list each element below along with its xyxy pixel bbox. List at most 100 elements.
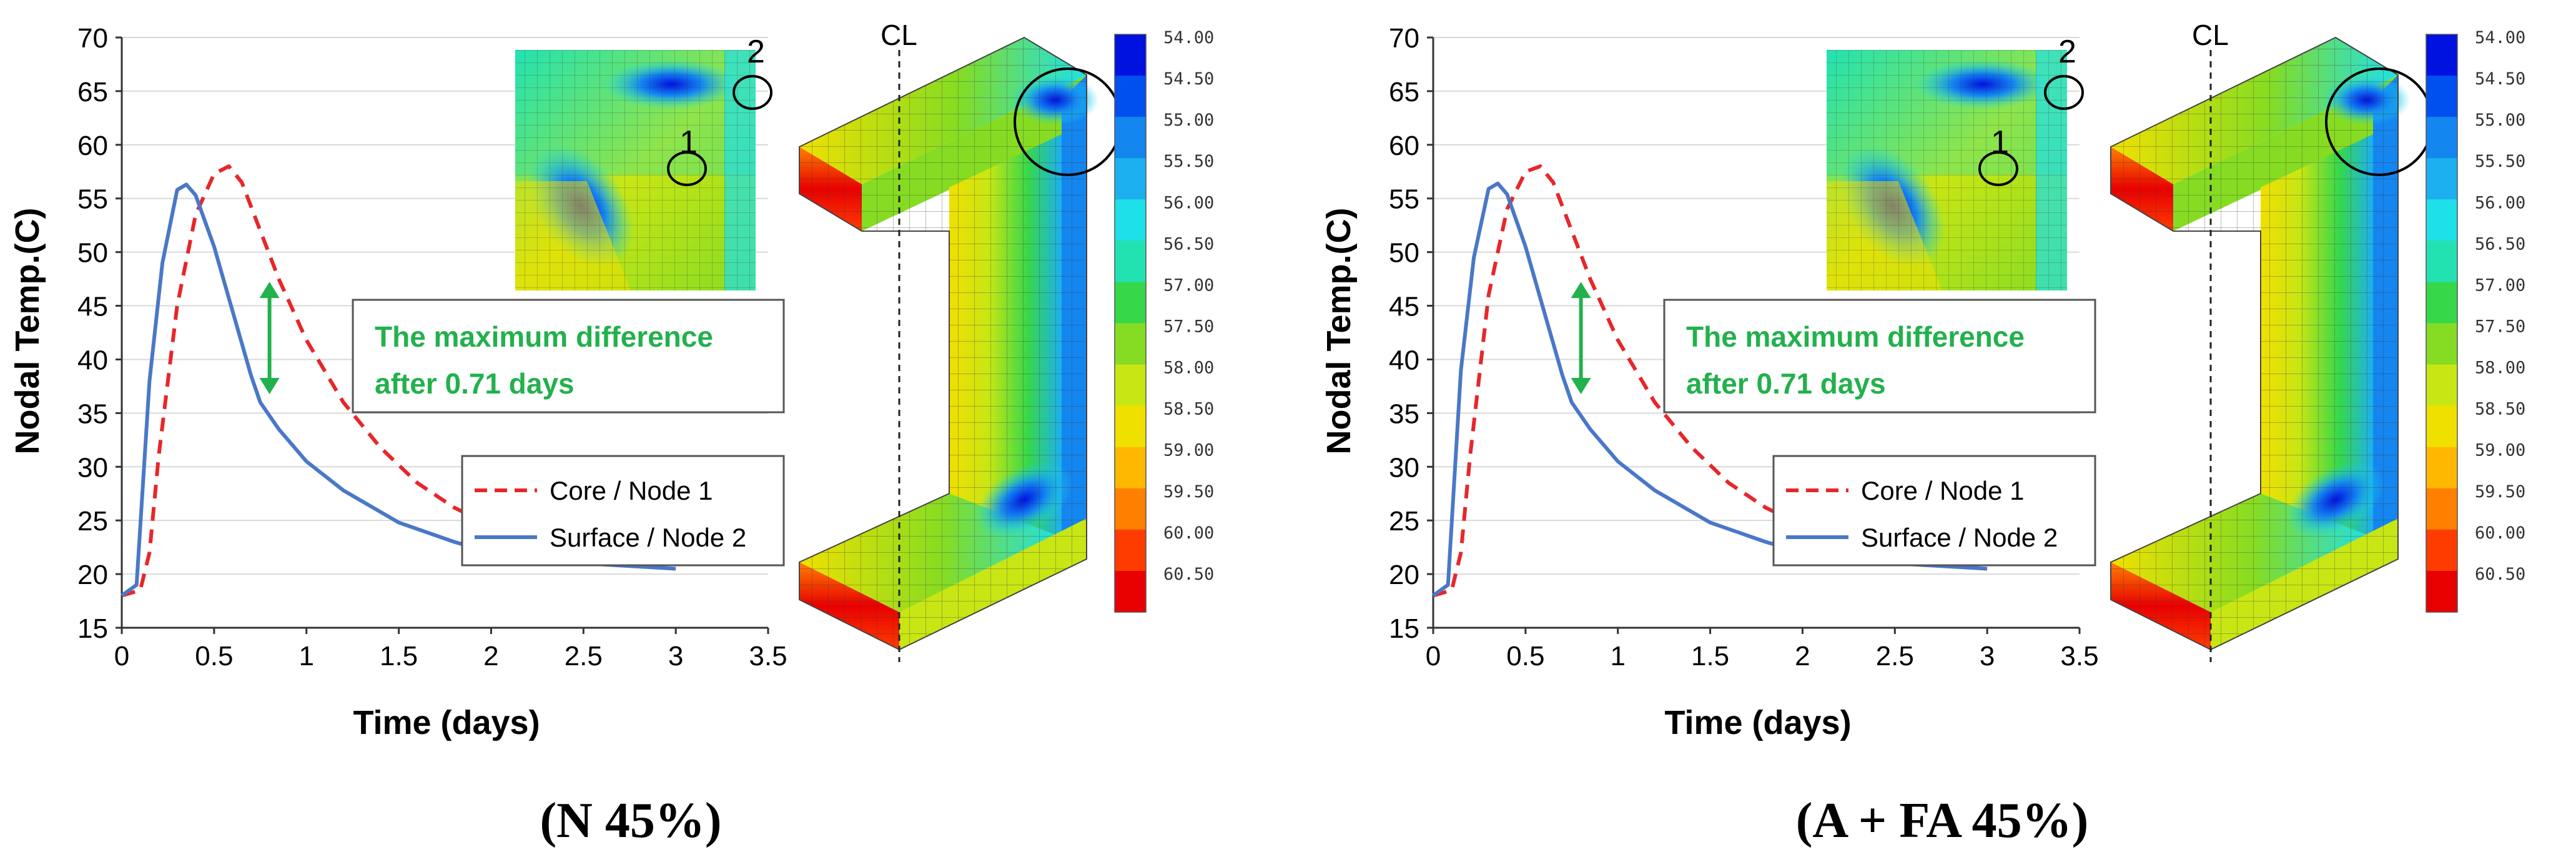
y-tick-label: 35 bbox=[77, 399, 108, 429]
colorbar-segment bbox=[1115, 117, 1146, 159]
colorbar-label: 59.00 bbox=[2475, 441, 2525, 460]
colorbar-frame bbox=[1114, 34, 1147, 613]
series-surface-line bbox=[121, 182, 676, 597]
colorbar-label: 60.50 bbox=[1163, 565, 1214, 584]
colorbar-segment bbox=[2426, 488, 2457, 530]
series-surface-line bbox=[1432, 181, 1988, 597]
x-tick-label: 3 bbox=[668, 641, 683, 671]
colorbar-label: 56.00 bbox=[1163, 193, 1214, 212]
x-tick-label: 0 bbox=[114, 641, 129, 671]
node1-label: 1 bbox=[1991, 124, 2009, 161]
annotation-box bbox=[1663, 299, 2096, 414]
annotation-line2: after 0.71 days bbox=[375, 367, 575, 400]
panel-caption: (A + FA 45%) bbox=[1796, 793, 2089, 848]
colorbar-label: 54.50 bbox=[1163, 69, 1214, 89]
colorbar-label: 54.00 bbox=[2475, 28, 2525, 47]
y-tick-label: 60 bbox=[77, 131, 108, 161]
colorbar-label: 55.00 bbox=[2475, 111, 2525, 130]
y-tick-label: 40 bbox=[77, 345, 108, 375]
difference-arrow-head-top bbox=[259, 282, 280, 299]
colorbar-label: 55.00 bbox=[1163, 111, 1214, 130]
panel-2: 1 2 CL 54.00 54.50 55.00 55.50 56.00 56.50 57.00 5… bbox=[1320, 19, 2525, 848]
colorbar-segment bbox=[2426, 447, 2457, 489]
colorbar-segment bbox=[1115, 282, 1146, 324]
colorbar-segment bbox=[2426, 34, 2457, 76]
colorbar-segment bbox=[2426, 76, 2457, 117]
x-tick-label: 3 bbox=[1980, 641, 1995, 671]
x-tick-label: 1.5 bbox=[1691, 641, 1729, 671]
node1-marker bbox=[667, 151, 707, 186]
node2-label: 2 bbox=[747, 34, 765, 70]
node2-marker bbox=[2044, 75, 2084, 110]
x-tick-label: 0.5 bbox=[1506, 641, 1544, 671]
colorbar-label: 57.00 bbox=[1163, 275, 1214, 295]
colorbar-label: 56.00 bbox=[2475, 193, 2525, 212]
colorbar-segment bbox=[1115, 570, 1146, 613]
y-tick-label: 65 bbox=[77, 77, 108, 107]
colorbar-segment bbox=[2426, 240, 2457, 282]
node1-label: 1 bbox=[679, 124, 698, 161]
colorbar-label: 57.00 bbox=[2475, 275, 2525, 295]
legend-core-label: Core / Node 1 bbox=[550, 476, 713, 505]
colorbar-label: 54.00 bbox=[1163, 28, 1214, 47]
panel-1: 1 2 CL 54.00 54.50 55.00 55.50 56.00 56.50 57.00 5… bbox=[9, 19, 1214, 848]
colorbar-frame bbox=[2425, 34, 2458, 613]
colorbar-label: 58.50 bbox=[2475, 400, 2525, 419]
y-tick-label: 25 bbox=[77, 506, 108, 537]
x-tick-label: 0.5 bbox=[195, 641, 233, 671]
colorbar-segment bbox=[2426, 364, 2457, 407]
colorbar-segment bbox=[1115, 76, 1146, 117]
colorbar-segment bbox=[1115, 240, 1146, 282]
x-tick-label: 1 bbox=[299, 641, 313, 671]
colorbar-segment bbox=[2426, 282, 2457, 324]
y-tick-label: 70 bbox=[77, 23, 108, 54]
annotation-line1: The maximum difference bbox=[375, 320, 713, 353]
x-axis-label: Time (days) bbox=[353, 704, 540, 741]
difference-arrow-head-top bbox=[1571, 282, 1591, 299]
colorbar-segment bbox=[1115, 199, 1146, 241]
legend bbox=[461, 455, 785, 567]
colorbar-segment bbox=[2426, 158, 2457, 200]
x-tick-label: 2.5 bbox=[1876, 641, 1914, 671]
node1-marker bbox=[1978, 151, 2018, 186]
y-tick-label: 20 bbox=[77, 560, 108, 590]
x-tick-label: 3.5 bbox=[2060, 641, 2098, 671]
colorbar-label: 55.50 bbox=[2475, 152, 2525, 171]
colorbar-segment bbox=[1115, 34, 1146, 76]
annotation-line2: after 0.71 days bbox=[1686, 367, 1886, 400]
x-axis-label: Time (days) bbox=[1664, 704, 1851, 741]
colorbar-label: 57.50 bbox=[1163, 317, 1214, 337]
y-tick-label: 45 bbox=[1389, 292, 1419, 322]
y-tick-label: 30 bbox=[77, 452, 108, 483]
y-tick-label: 55 bbox=[1389, 184, 1419, 215]
y-tick-label: 50 bbox=[1389, 238, 1419, 269]
y-tick-label: 30 bbox=[1389, 452, 1419, 483]
difference-arrow-head-bottom bbox=[259, 378, 280, 394]
y-axis-label: Nodal Temp.(C) bbox=[9, 208, 46, 455]
colorbar-segment bbox=[1115, 447, 1146, 489]
colorbar-segment bbox=[2426, 323, 2457, 365]
x-tick-label: 0 bbox=[1426, 641, 1441, 671]
y-tick-label: 45 bbox=[77, 292, 108, 322]
colorbar-segment bbox=[1115, 323, 1146, 365]
colorbar-label: 59.50 bbox=[2475, 482, 2525, 502]
y-tick-label: 50 bbox=[77, 238, 108, 269]
colorbar-segment bbox=[1115, 158, 1146, 200]
colorbar-label: 57.50 bbox=[2475, 317, 2525, 337]
colorbar-label: 58.00 bbox=[1163, 359, 1214, 378]
node2-marker bbox=[733, 75, 772, 110]
legend-surface-label: Surface / Node 2 bbox=[1861, 523, 2058, 552]
difference-arrow-head-bottom bbox=[1571, 378, 1591, 394]
colorbar-label: 60.00 bbox=[2475, 523, 2525, 543]
colorbar-label: 59.00 bbox=[1163, 441, 1214, 460]
y-tick-label: 20 bbox=[1389, 560, 1419, 590]
colorbar-segment bbox=[2426, 199, 2457, 241]
y-tick-label: 35 bbox=[1389, 399, 1419, 429]
y-tick-label: 25 bbox=[1389, 506, 1419, 537]
colorbar-segment bbox=[1115, 488, 1146, 530]
colorbar-label: 56.50 bbox=[1163, 234, 1214, 254]
colorbar-segment bbox=[1115, 364, 1146, 407]
panel-caption: (N 45%) bbox=[540, 793, 721, 848]
colorbar-label: 56.50 bbox=[2475, 234, 2525, 254]
colorbar-segment bbox=[2426, 117, 2457, 159]
